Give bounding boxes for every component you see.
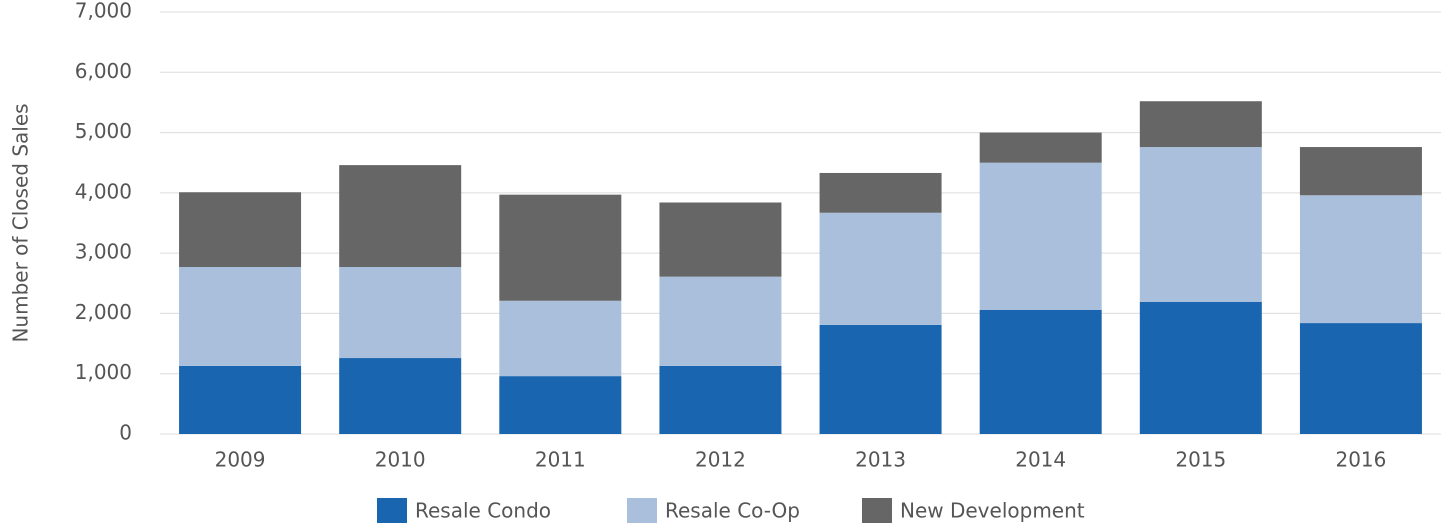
bar-segment <box>179 365 302 434</box>
bar-segment <box>1299 195 1422 324</box>
bar-segment <box>659 276 782 366</box>
y-tick-label: 1,000 <box>75 360 132 384</box>
y-tick-label: 0 <box>119 421 132 445</box>
bar-segment <box>179 192 302 268</box>
bar-segment <box>979 309 1102 434</box>
bar-segment <box>1299 323 1422 434</box>
bar-segment <box>1139 101 1262 148</box>
legend-swatch <box>627 498 657 523</box>
bar-segment <box>499 300 622 377</box>
x-tick-label: 2011 <box>535 448 586 472</box>
x-tick-label: 2014 <box>1015 448 1066 472</box>
legend-swatch <box>377 498 407 523</box>
bar-segment <box>339 165 462 268</box>
bar-segment <box>1139 147 1262 302</box>
bar-segment <box>1299 147 1422 196</box>
y-tick-label: 5,000 <box>75 119 132 143</box>
bar-segment <box>659 202 782 277</box>
x-tick-label: 2012 <box>695 448 746 472</box>
x-tick-label: 2009 <box>215 448 266 472</box>
y-tick-label: 6,000 <box>75 59 132 83</box>
y-axis-label: Number of Closed Sales <box>9 103 33 342</box>
legend-label: New Development <box>900 499 1085 523</box>
bar-segment <box>819 212 942 325</box>
bar-segment <box>339 358 462 434</box>
y-tick-label: 2,000 <box>75 300 132 324</box>
bar-segment <box>1139 301 1262 434</box>
bar-segment <box>499 376 622 434</box>
bar-segment <box>819 172 942 213</box>
legend-label: Resale Condo <box>415 499 551 523</box>
x-tick-label: 2015 <box>1175 448 1226 472</box>
legend-label: Resale Co-Op <box>665 499 800 523</box>
bar-segment <box>659 365 782 434</box>
x-tick-label: 2016 <box>1335 448 1386 472</box>
x-tick-label: 2010 <box>375 448 426 472</box>
bar-segment <box>179 267 302 366</box>
bar-segment <box>979 132 1102 163</box>
bar-segment <box>819 324 942 434</box>
y-tick-label: 3,000 <box>75 240 132 264</box>
x-tick-label: 2013 <box>855 448 906 472</box>
bar-segment <box>499 194 622 301</box>
y-tick-label: 7,000 <box>75 0 132 23</box>
y-tick-label: 4,000 <box>75 179 132 203</box>
legend-swatch <box>862 498 892 523</box>
bar-segment <box>339 267 462 359</box>
bar-segment <box>979 162 1102 310</box>
